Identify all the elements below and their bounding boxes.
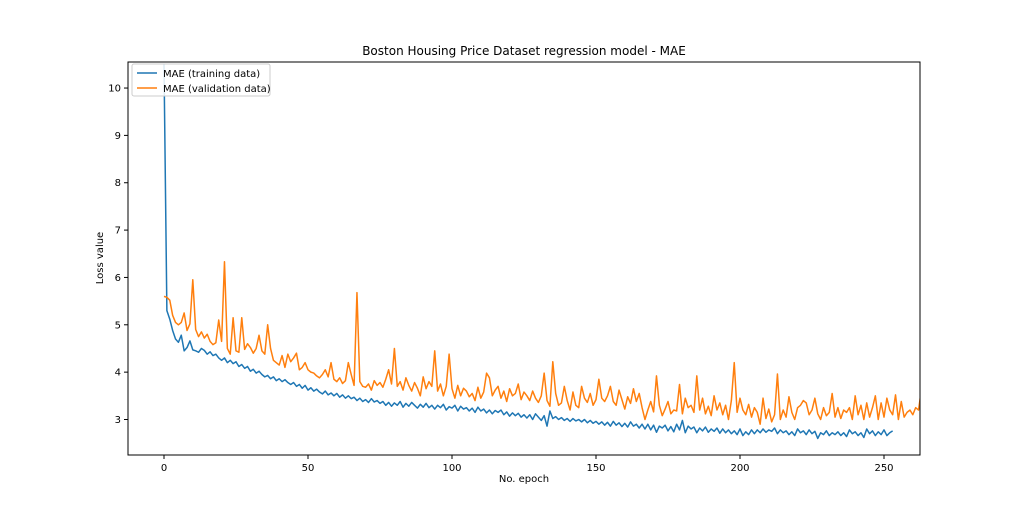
y-tick-label: 6 (115, 273, 121, 284)
legend-label-validation: MAE (validation data) (163, 84, 271, 95)
x-axis: 0 50 100 150 200 250 (161, 455, 894, 474)
y-axis-label: Loss value (95, 232, 106, 284)
series-line-training (163, 64, 894, 440)
y-axis: 3 4 5 6 7 8 9 10 (108, 84, 128, 426)
x-axis-label: No. epoch (499, 474, 549, 485)
x-tick-label: 150 (586, 463, 605, 474)
y-tick-label: 8 (115, 178, 121, 189)
y-tick-label: 3 (115, 415, 121, 426)
legend-label-training: MAE (training data) (163, 69, 260, 80)
x-tick-label: 100 (442, 463, 461, 474)
legend: MAE (training data) MAE (validation data… (131, 63, 271, 97)
plot-frame (127, 61, 921, 456)
chart-title: Boston Housing Price Dataset regression … (362, 44, 686, 58)
legend-box (131, 63, 271, 97)
y-tick-label: 7 (115, 226, 121, 237)
y-tick-label: 9 (115, 131, 121, 142)
series-line-validation (163, 261, 920, 425)
y-tick-label: 4 (115, 368, 121, 379)
x-tick-label: 50 (302, 463, 315, 474)
y-tick-label: 5 (115, 320, 121, 331)
x-tick-label: 200 (730, 463, 749, 474)
series-layer (163, 64, 920, 440)
x-tick-label: 0 (161, 463, 167, 474)
x-tick-label: 250 (874, 463, 893, 474)
y-tick-label: 10 (108, 84, 121, 95)
